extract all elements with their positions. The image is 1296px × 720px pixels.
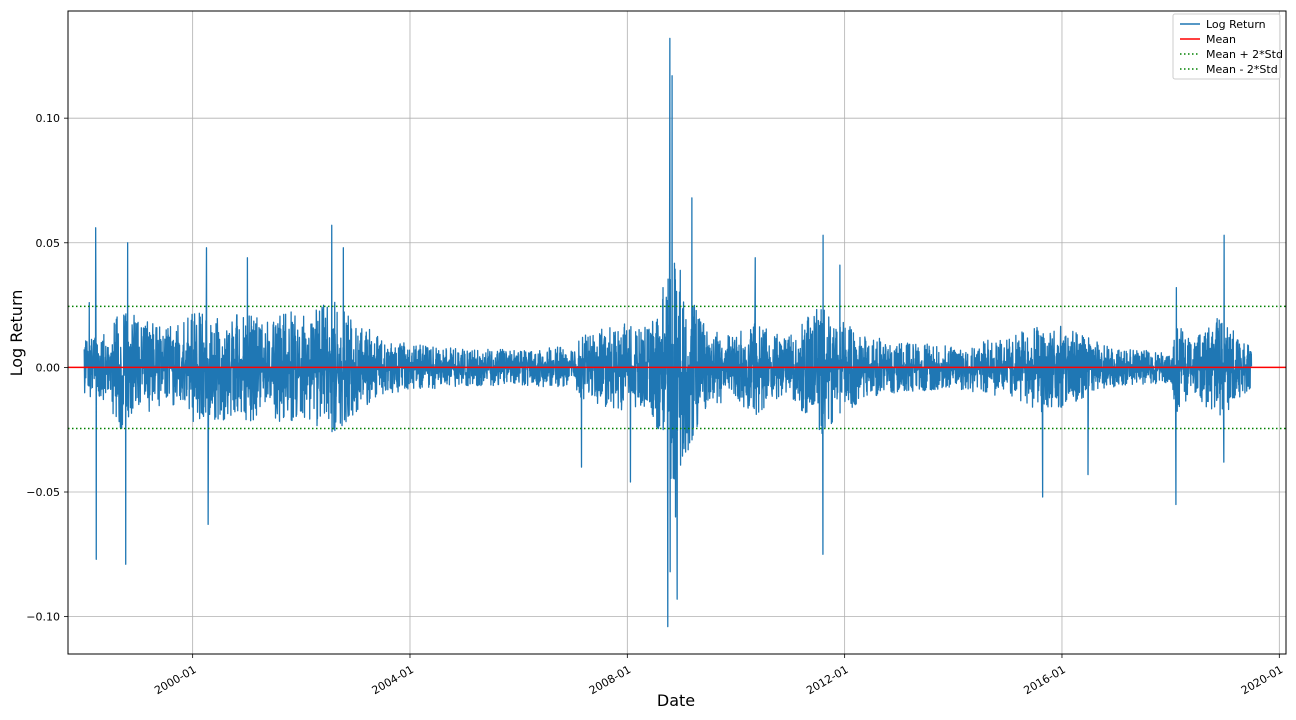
log-return-line — [83, 37, 1253, 628]
y-axis-label: Log Return — [7, 290, 26, 377]
legend: Log Return Mean Mean + 2*Std Mean - 2*St… — [1172, 13, 1283, 80]
y-tick-label: −0.05 — [26, 486, 60, 499]
y-tick-label: 0.05 — [36, 237, 61, 250]
plot-frame — [67, 10, 1287, 655]
legend-box — [1172, 13, 1281, 80]
x-axis-label: Date — [657, 691, 695, 710]
y-tick-label: 0.10 — [36, 112, 61, 125]
reference-lines — [68, 305, 1286, 430]
legend-label-mean: Mean — [1206, 33, 1236, 46]
y-tick-label: 0.00 — [36, 361, 61, 374]
legend-label-mean-plus-2std: Mean + 2*Std — [1206, 48, 1283, 61]
legend-label-mean-minus-2std: Mean - 2*Std — [1206, 63, 1278, 76]
y-tick-label: −0.10 — [26, 611, 60, 624]
legend-label-log-return: Log Return — [1206, 18, 1266, 31]
series-layer — [83, 37, 1253, 628]
